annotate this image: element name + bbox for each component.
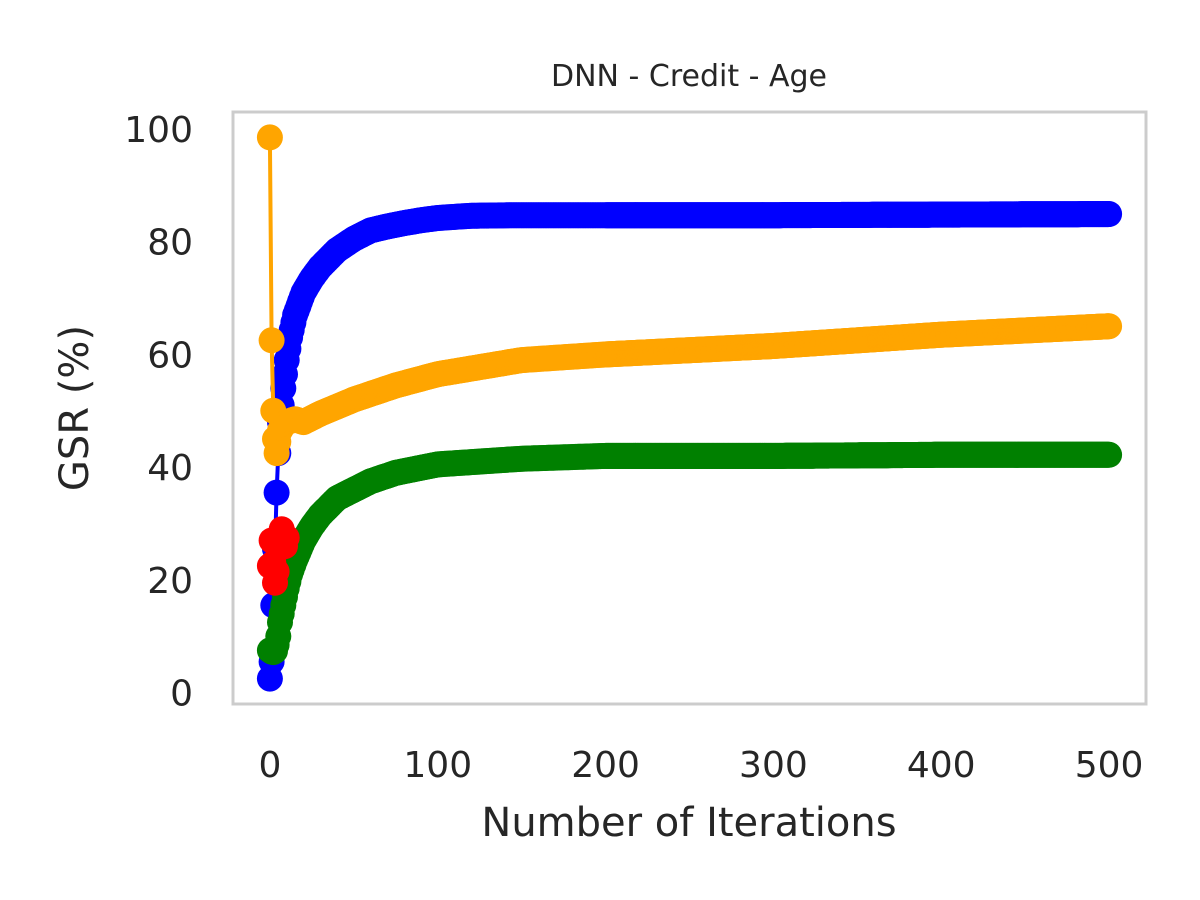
y-tick-label: 0 bbox=[170, 674, 193, 715]
data-point bbox=[256, 124, 283, 151]
x-tick-label: 400 bbox=[907, 745, 976, 786]
series-3 bbox=[256, 516, 300, 596]
series-0 bbox=[256, 201, 1123, 692]
data-point bbox=[1096, 313, 1123, 340]
y-tick-label: 40 bbox=[147, 448, 193, 489]
y-tick-label: 60 bbox=[147, 335, 193, 376]
x-tick-labels: 0 100 200 300 400 500 bbox=[258, 745, 1143, 786]
series-layer bbox=[256, 124, 1123, 692]
data-point bbox=[1096, 201, 1123, 227]
data-point bbox=[1096, 441, 1123, 468]
x-axis-label: Number of Iterations bbox=[481, 800, 896, 846]
series-2 bbox=[256, 441, 1123, 666]
y-tick-label: 100 bbox=[124, 110, 193, 151]
x-tick-label: 500 bbox=[1075, 745, 1144, 786]
x-tick-label: 200 bbox=[571, 745, 640, 786]
chart-title: DNN - Credit - Age bbox=[551, 59, 827, 94]
y-axis-label: GSR (%) bbox=[52, 325, 98, 491]
series-1 bbox=[256, 124, 1123, 467]
data-point bbox=[263, 479, 290, 506]
x-tick-label: 100 bbox=[403, 745, 472, 786]
x-tick-label: 300 bbox=[739, 745, 808, 786]
y-tick-label: 20 bbox=[147, 561, 193, 602]
y-tick-labels: 0 20 40 60 80 100 bbox=[124, 110, 193, 715]
x-tick-label: 0 bbox=[258, 745, 281, 786]
data-point bbox=[263, 558, 290, 585]
data-point bbox=[258, 327, 285, 354]
y-tick-label: 80 bbox=[147, 223, 193, 264]
plot-frame bbox=[231, 110, 1148, 706]
data-point bbox=[273, 524, 300, 551]
